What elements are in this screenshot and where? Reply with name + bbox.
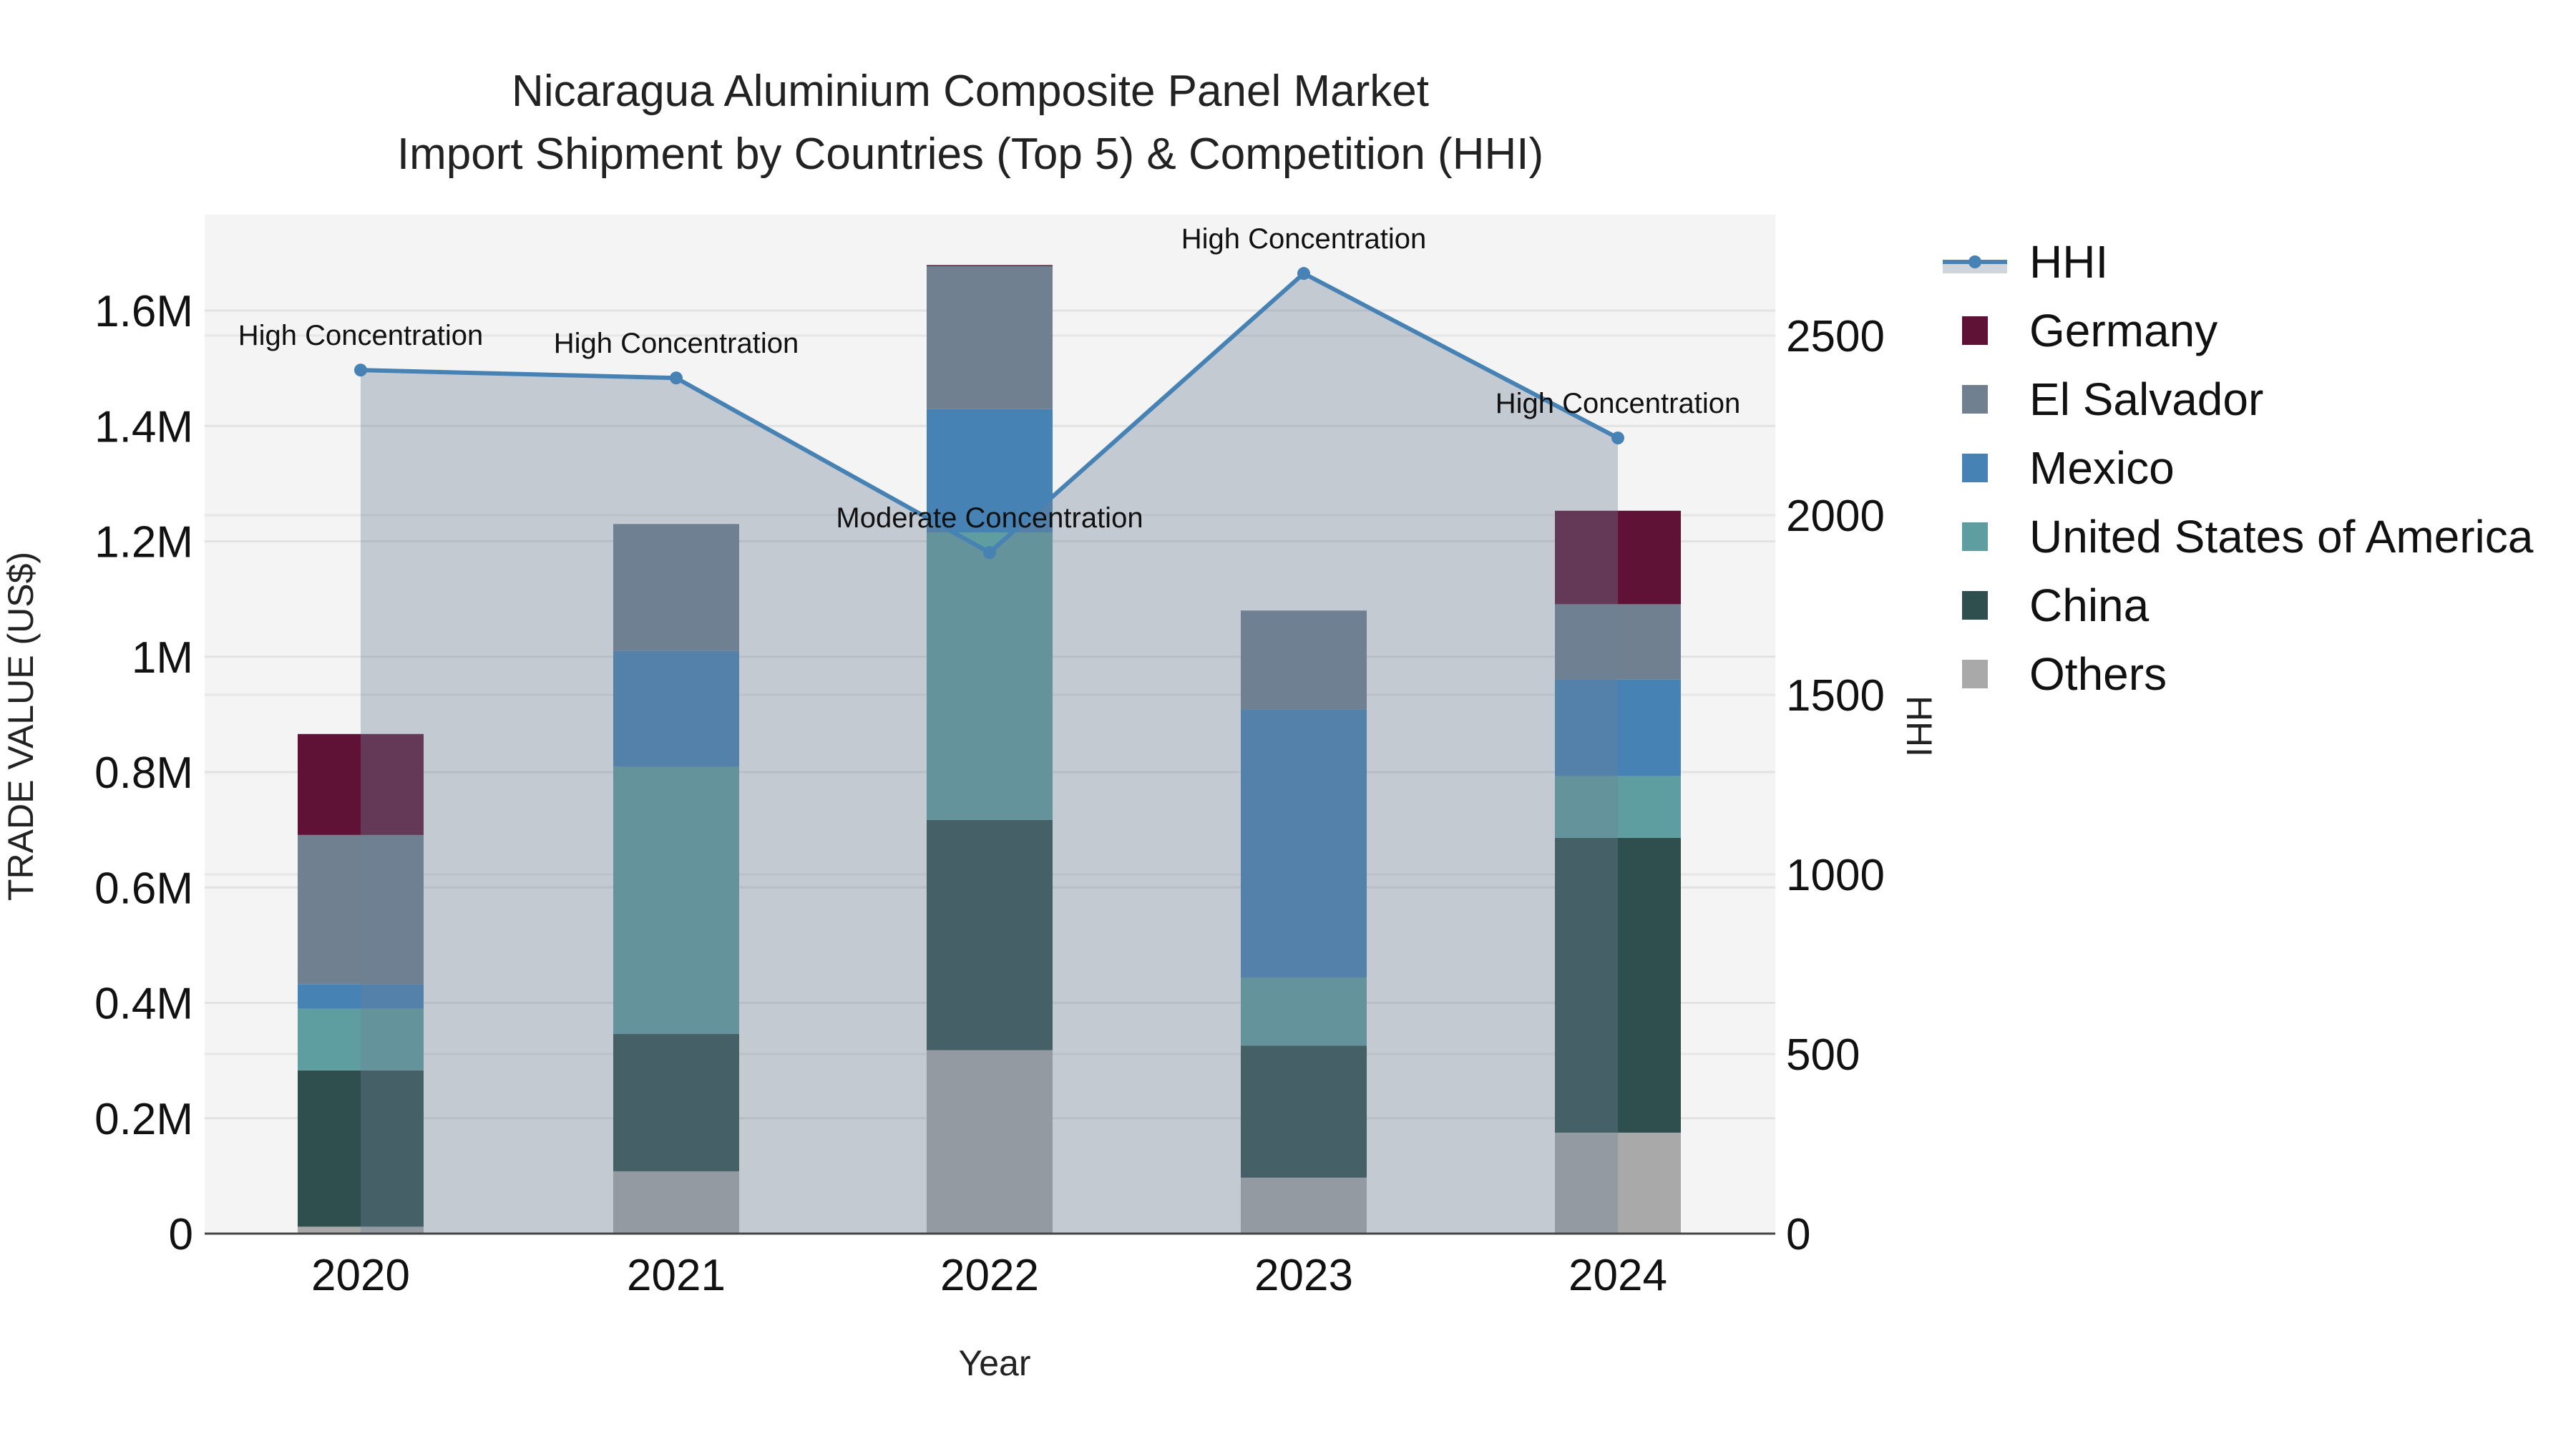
y-right-tick-label: 500: [1786, 1030, 1860, 1080]
y-right-tick-label: 0: [1786, 1210, 1810, 1259]
bar-segment-el-salvador[interactable]: [1241, 610, 1367, 710]
hhi-marker-2020[interactable]: [354, 364, 367, 377]
bar-segment-united-states-of-america[interactable]: [613, 766, 739, 1035]
hhi-marker-2021[interactable]: [670, 371, 683, 385]
hhi-markers: [354, 267, 1624, 560]
legend-label: Others: [2029, 648, 2167, 700]
legend-swatch-icon: [1962, 316, 1988, 345]
legend-swatch-icon: [1962, 385, 1988, 414]
legend-label: China: [2029, 580, 2150, 631]
stacked-bars: [298, 265, 1681, 1234]
y-left-tick-label: 0.4M: [94, 980, 193, 1029]
right-axis-ticks: 0 500 1000 1500 2000 2500: [1786, 312, 1885, 1259]
bar-stack-2022[interactable]: [927, 265, 1053, 1234]
bar-segment-china[interactable]: [613, 1034, 739, 1171]
y-left-tick-label: 0.2M: [94, 1095, 193, 1144]
y-left-tick-label: 1.2M: [94, 518, 193, 567]
y-right-axis-title: HHI: [1899, 696, 1939, 757]
y-right-tick-label: 2000: [1786, 492, 1885, 541]
y-left-tick-label: 1.4M: [94, 402, 193, 452]
legend-swatch-icon: [1962, 522, 1988, 551]
x-axis-ticks: 2020 2021 2022 2023 2024: [311, 1251, 1667, 1300]
legend: HHI Germany El Salvador Mexico United States…: [1943, 236, 2534, 700]
bar-segment-el-salvador[interactable]: [298, 834, 424, 985]
left-axis-ticks: 0 0.2M 0.4M 0.6M 0.8M 1M 1.2M 1.4M 1.6M: [94, 287, 193, 1259]
y-left-tick-label: 0: [169, 1210, 193, 1259]
hhi-annotation-2020: High Concentration: [238, 320, 483, 351]
y-left-tick-label: 0.8M: [94, 748, 193, 798]
bar-segment-germany[interactable]: [1555, 510, 1681, 605]
bar-segment-el-salvador[interactable]: [927, 265, 1053, 409]
bar-segment-united-states-of-america[interactable]: [1555, 776, 1681, 838]
legend-item-hhi[interactable]: HHI: [1943, 236, 2108, 288]
bar-segment-china[interactable]: [1241, 1045, 1367, 1178]
bar-segment-germany[interactable]: [927, 265, 1053, 266]
x-axis-title: Year: [958, 1343, 1030, 1383]
bar-stack-2020[interactable]: [298, 733, 424, 1234]
legend-item-china[interactable]: China: [1962, 580, 2150, 631]
hhi-annotation-2022: Moderate Concentration: [836, 502, 1143, 534]
x-tick-label-2021: 2021: [627, 1251, 726, 1300]
legend-item-mexico[interactable]: Mexico: [1962, 442, 2175, 494]
bar-segment-china[interactable]: [1555, 837, 1681, 1133]
bar-segment-el-salvador[interactable]: [1555, 604, 1681, 680]
x-tick-label-2024: 2024: [1568, 1251, 1667, 1300]
bar-stack-2024[interactable]: [1555, 510, 1681, 1234]
legend-item-el-salvador[interactable]: El Salvador: [1962, 374, 2263, 425]
bar-segment-mexico[interactable]: [1241, 709, 1367, 978]
y-left-tick-label: 1.6M: [94, 287, 193, 336]
chart-title-line-2: Import Shipment by Countries (Top 5) & C…: [397, 130, 1543, 179]
bar-segment-others[interactable]: [613, 1171, 739, 1234]
legend-label: HHI: [2029, 236, 2108, 288]
bar-segment-others[interactable]: [1555, 1132, 1681, 1234]
x-tick-label-2020: 2020: [311, 1251, 410, 1300]
hhi-annotations: High Concentration High Concentration Mode…: [238, 223, 1740, 534]
legend-item-united-states-of-america[interactable]: United States of America: [1962, 511, 2534, 562]
y-left-axis-title: TRADE VALUE (US$): [1, 552, 41, 901]
legend-label: Germany: [2029, 305, 2218, 356]
legend-swatch-icon: [1962, 591, 1988, 620]
bar-segment-el-salvador[interactable]: [613, 524, 739, 651]
bar-segment-others[interactable]: [927, 1050, 1053, 1234]
bar-stack-2023[interactable]: [1241, 610, 1367, 1234]
y-right-tick-label: 1500: [1786, 671, 1885, 721]
bar-segment-china[interactable]: [298, 1070, 424, 1227]
hhi-marker-2022[interactable]: [983, 546, 996, 560]
bar-segment-mexico[interactable]: [927, 409, 1053, 533]
bar-segment-mexico[interactable]: [1555, 679, 1681, 776]
bar-segment-germany[interactable]: [298, 733, 424, 835]
y-left-tick-label: 0.6M: [94, 864, 193, 913]
x-tick-label-2023: 2023: [1254, 1251, 1353, 1300]
legend-item-others[interactable]: Others: [1962, 648, 2167, 700]
y-right-tick-label: 1000: [1786, 851, 1885, 900]
bar-segment-united-states-of-america[interactable]: [927, 532, 1053, 820]
hhi-marker-2024[interactable]: [1611, 431, 1624, 445]
legend-label: United States of America: [2029, 511, 2534, 562]
legend-label: El Salvador: [2029, 374, 2263, 425]
y-right-tick-label: 2500: [1786, 312, 1885, 361]
legend-swatch-icon: [1962, 660, 1988, 688]
hhi-annotation-2023: High Concentration: [1181, 223, 1426, 255]
chart-title-line-1: Nicaragua Aluminium Composite Panel Mark…: [512, 67, 1429, 116]
bar-segment-united-states-of-america[interactable]: [298, 1008, 424, 1070]
bar-stack-2021[interactable]: [613, 524, 739, 1234]
legend-marker-icon: [1968, 255, 1981, 268]
bar-segment-others[interactable]: [1241, 1177, 1367, 1234]
legend-item-germany[interactable]: Germany: [1962, 305, 2218, 356]
hhi-annotation-2021: High Concentration: [554, 328, 799, 359]
hhi-annotation-2024: High Concentration: [1496, 388, 1740, 419]
bar-segment-china[interactable]: [927, 819, 1053, 1050]
hhi-area: [361, 273, 1618, 1234]
legend-swatch-icon: [1962, 454, 1988, 482]
bar-segment-mexico[interactable]: [613, 650, 739, 767]
bar-segment-others[interactable]: [298, 1226, 424, 1234]
hhi-marker-2023[interactable]: [1297, 267, 1310, 280]
bar-segment-united-states-of-america[interactable]: [1241, 977, 1367, 1046]
bar-segment-mexico[interactable]: [298, 984, 424, 1009]
y-left-tick-label: 1M: [132, 633, 193, 683]
legend-label: Mexico: [2029, 442, 2175, 494]
x-tick-label-2022: 2022: [940, 1251, 1039, 1300]
